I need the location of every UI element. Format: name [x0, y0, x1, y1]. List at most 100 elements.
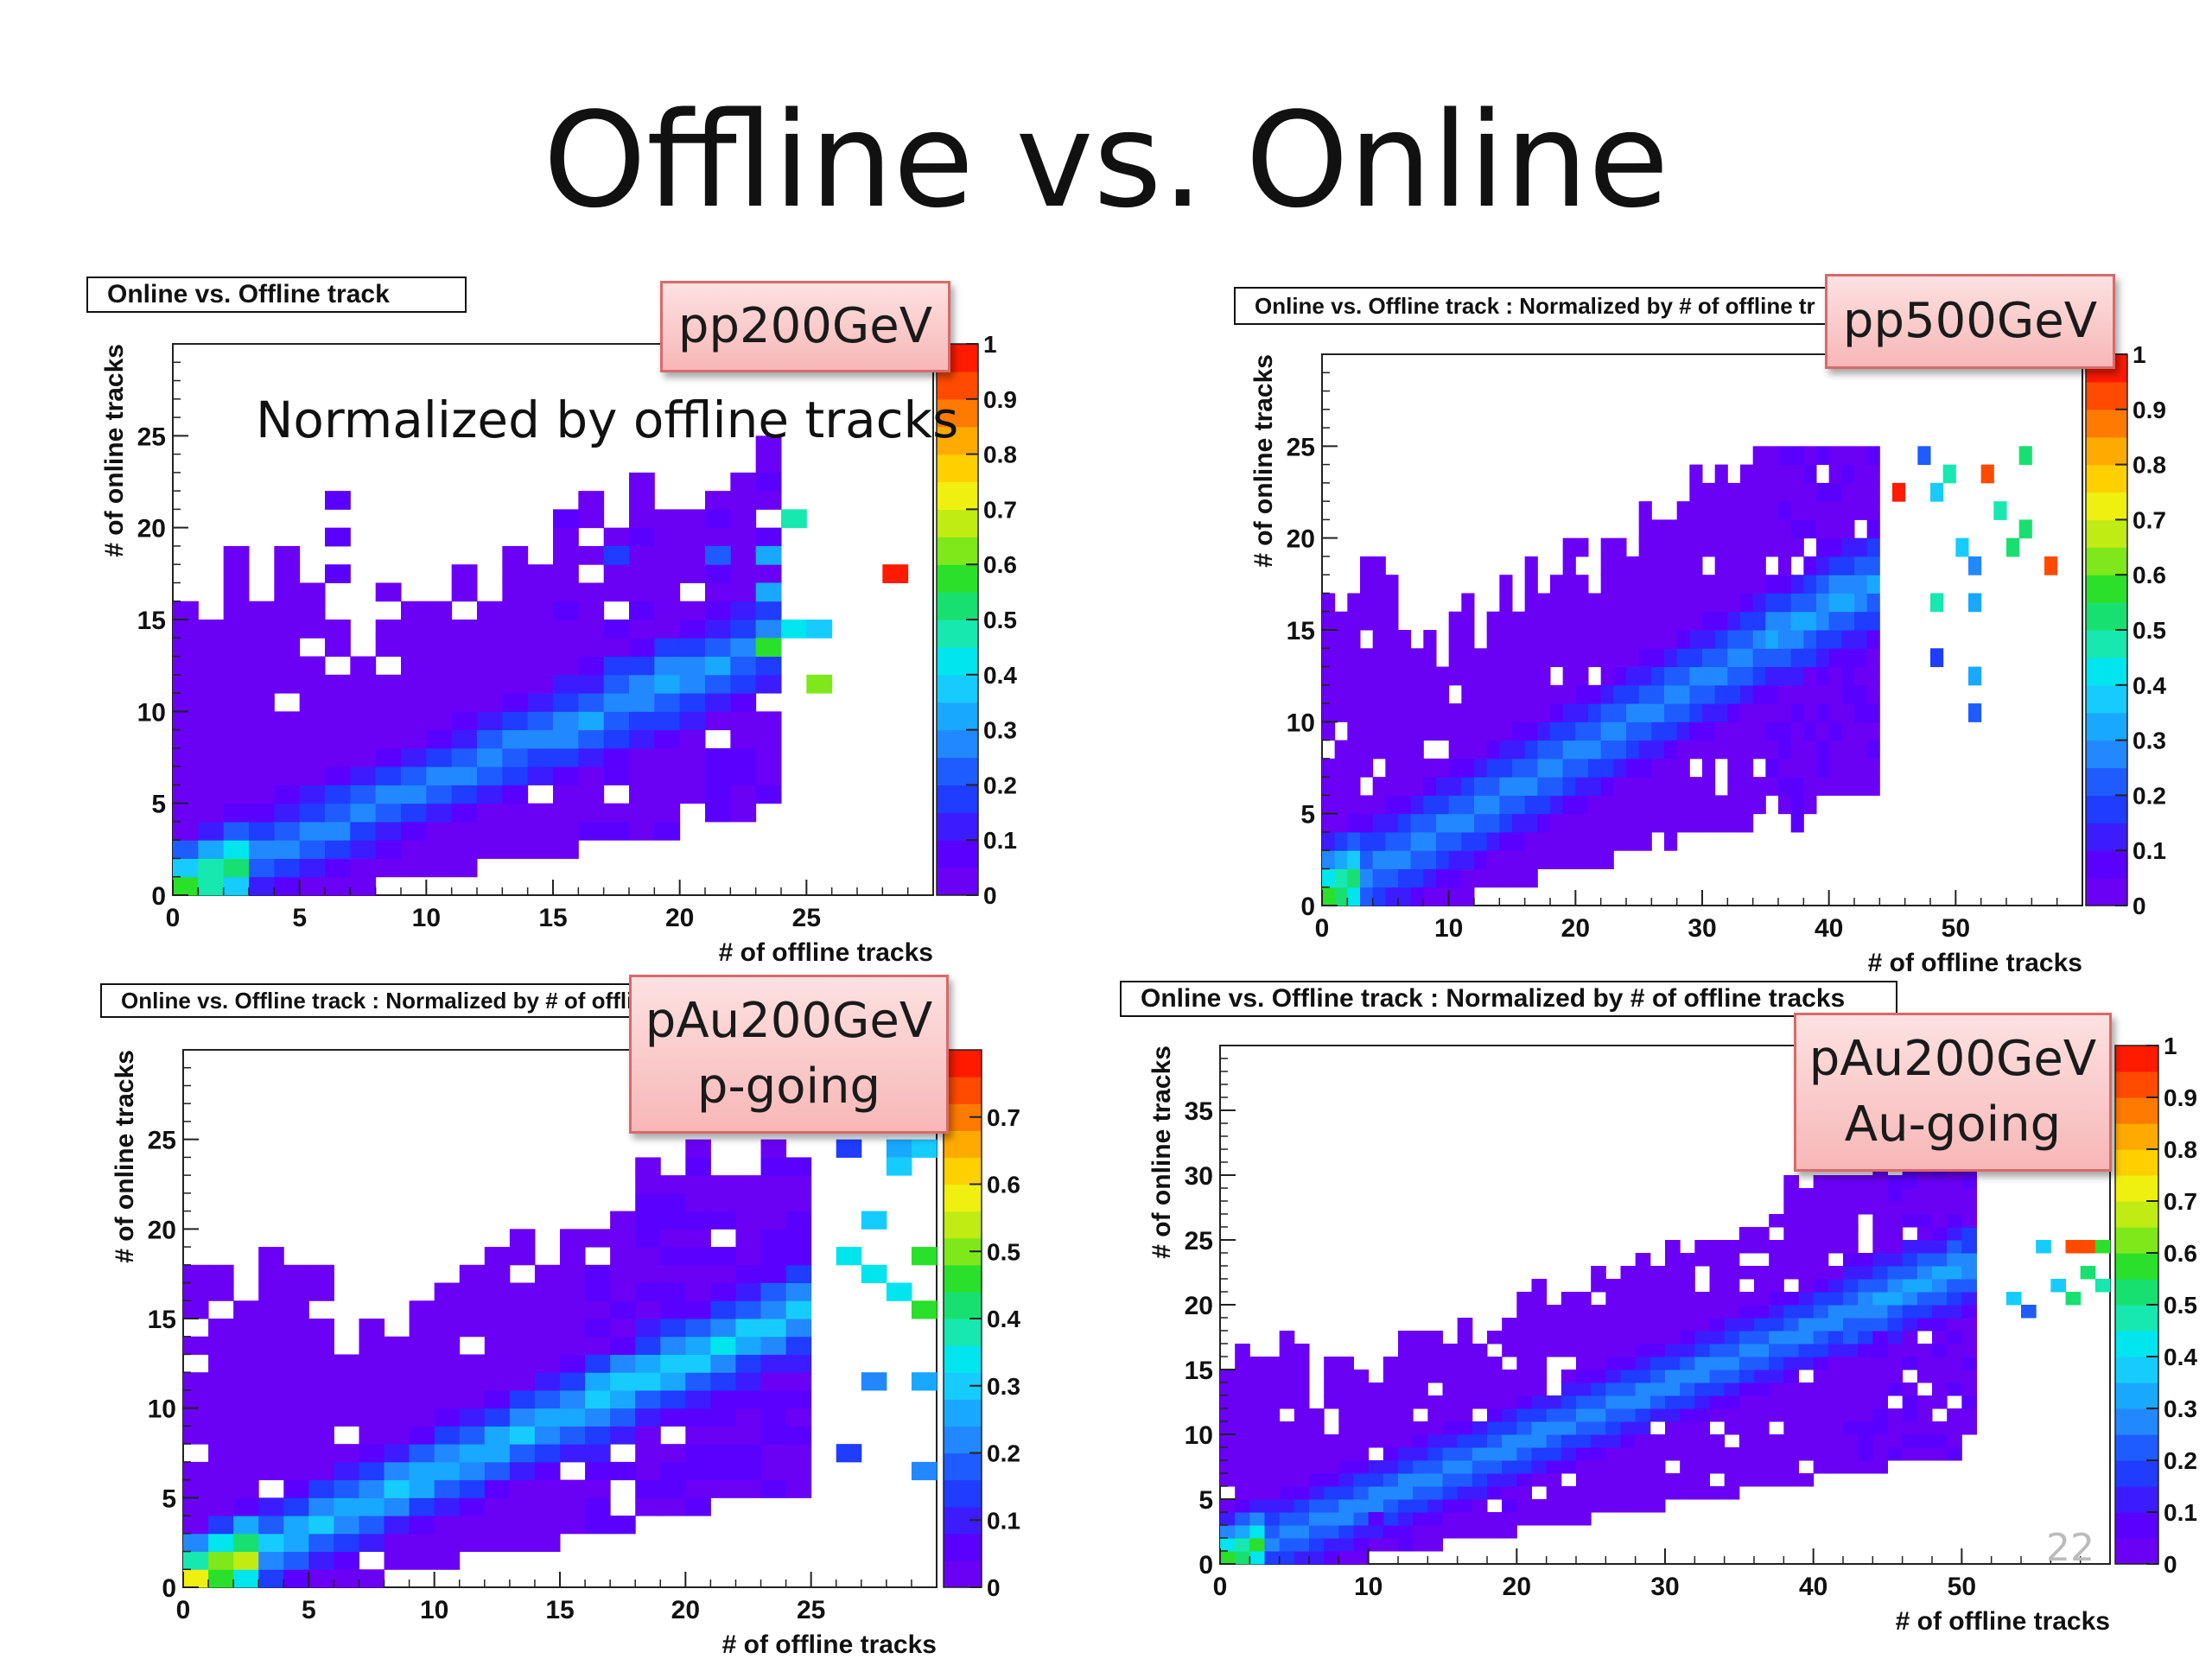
heatmap-cell: [1803, 446, 1817, 466]
heatmap-cell: [1680, 1331, 1695, 1344]
heatmap-cell: [1560, 1447, 1577, 1461]
heatmap-cell: [1588, 648, 1602, 668]
heatmap-cell: [274, 840, 301, 859]
heatmap-cell: [249, 693, 275, 712]
heatmap-cell: [1887, 1253, 1904, 1267]
heatmap-cell: [1665, 1253, 1681, 1267]
heatmap-cell: [1294, 1473, 1310, 1487]
heatmap-cell: [1410, 684, 1424, 704]
heatmap-cell: [1694, 1344, 1710, 1357]
heatmap-cell-outlier: [755, 582, 782, 602]
heatmap-cell: [1550, 740, 1564, 760]
heatmap-cell: [1727, 575, 1741, 594]
heatmap-cell: [1702, 482, 1716, 502]
heatmap-cell: [1676, 556, 1690, 575]
heatmap-cell: [283, 1479, 309, 1498]
heatmap-cell: [1866, 537, 1880, 557]
y-tick-label: 0: [1198, 1551, 1213, 1580]
heatmap-cell: [299, 582, 326, 602]
heatmap-cell: [1338, 1357, 1354, 1370]
heatmap-cell: [1524, 703, 1538, 722]
heatmap-cell: [1235, 1447, 1250, 1461]
heatmap-cell: [1843, 1305, 1859, 1319]
heatmap-cell: [1360, 887, 1374, 906]
heatmap-cell: [1649, 1331, 1666, 1344]
heatmap-cell: [1778, 446, 1792, 466]
heatmap-cell: [1843, 1318, 1859, 1332]
heatmap-cell: [1827, 1279, 1844, 1293]
heatmap-cell: [1613, 831, 1627, 851]
heatmap-cell: [1562, 611, 1576, 631]
histogram-title: Online vs. Offline track : Normalized by…: [1234, 287, 1839, 325]
heatmap-cell: [1588, 740, 1602, 760]
heatmap-cell: [785, 1354, 812, 1373]
heatmap-cell: [451, 582, 478, 602]
heatmap-cell: [1858, 1175, 1873, 1189]
heatmap-cell: [1338, 1421, 1354, 1435]
heatmap-cell: [1249, 1408, 1265, 1422]
heatmap-cell: [1499, 703, 1513, 722]
heatmap-cell: [1843, 1382, 1859, 1396]
heatmap-cell: [1516, 1318, 1532, 1332]
heatmap-cell: [1546, 1395, 1562, 1409]
heatmap-cells: [183, 1139, 938, 1588]
heatmap-cell: [274, 729, 301, 749]
heatmap-cell: [409, 1372, 435, 1391]
heatmap-cell: [334, 1444, 359, 1463]
heatmap-cell: [1740, 519, 1754, 539]
heatmap-cell: [258, 1372, 284, 1391]
heatmap-cell: [1665, 1486, 1681, 1500]
heatmap-cell: [258, 1300, 284, 1319]
heatmap-cell: [1828, 575, 1842, 594]
heatmap-cell: [1638, 740, 1652, 760]
heatmap-cell: [1798, 1344, 1815, 1357]
heatmap-cell-outlier: [836, 1247, 862, 1266]
heatmap-cell: [1769, 1382, 1784, 1396]
heatmap-cell: [610, 1300, 636, 1319]
heatmap-cell: [578, 674, 605, 694]
heatmap-cell: [629, 509, 655, 529]
heatmap-cell: [1843, 1188, 1859, 1202]
heatmap-cell: [283, 1372, 309, 1391]
heatmap-cell: [274, 564, 301, 583]
heatmap-cell: [1676, 703, 1690, 722]
heatmap-cell: [1471, 1434, 1488, 1448]
colorbar-swatch: [937, 785, 978, 813]
heatmap-cell: [1752, 593, 1766, 613]
heatmap-cell: [1423, 758, 1437, 778]
heatmap-cell: [1769, 1357, 1784, 1370]
heatmap-cell: [1769, 1214, 1784, 1228]
heatmap-cell: [198, 620, 225, 639]
heatmap-cell: [1457, 1370, 1473, 1383]
heatmap-cell: [1322, 648, 1336, 668]
heatmap-cell: [1600, 648, 1614, 668]
heatmap-cell: [1410, 703, 1424, 722]
heatmap-cell: [1635, 1305, 1651, 1319]
colorbar-swatch: [944, 1264, 982, 1293]
heatmap-cell: [629, 656, 655, 676]
heatmap-cell: [502, 747, 529, 767]
heatmap-cell: [1560, 1344, 1577, 1357]
heatmap-cell: [1813, 1408, 1829, 1422]
colorbar-swatch: [2086, 795, 2127, 823]
heatmap-cell-outlier: [1930, 482, 1944, 502]
heatmap-cell: [1790, 519, 1804, 539]
heatmap-cell: [1382, 1447, 1399, 1461]
heatmap-cell: [785, 1372, 812, 1391]
heatmap-cell: [553, 656, 579, 676]
heatmap-cell: [477, 711, 503, 731]
heatmap-cell: [1512, 703, 1526, 722]
heatmap-cell: [1474, 813, 1488, 833]
heatmap-cell: [735, 1372, 762, 1391]
heatmap-cell: [1665, 1266, 1681, 1280]
heatmap-cell: [1778, 575, 1792, 594]
heatmap-cell: [1676, 519, 1690, 539]
heatmap-cell: [1605, 1331, 1621, 1344]
heatmap-cell: [1843, 1201, 1859, 1215]
heatmap-cell: [679, 638, 706, 658]
heatmap-cell: [1560, 1486, 1577, 1500]
heatmap-cell: [735, 1247, 762, 1266]
heatmap-cell: [1798, 1408, 1815, 1422]
heatmap-cell: [1813, 1201, 1829, 1215]
heatmap-cell: [1613, 758, 1627, 778]
